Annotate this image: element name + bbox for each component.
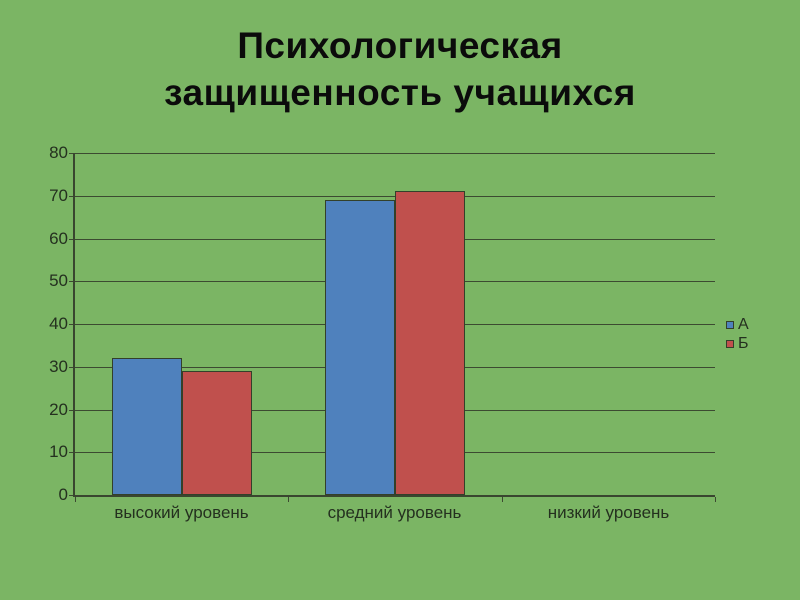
x-category-label: средний уровень <box>327 503 462 522</box>
title-line-1: Психологическая <box>237 25 563 66</box>
legend-item-А: А <box>726 315 749 334</box>
y-tick-label: 0 <box>58 485 68 504</box>
x-tick-mark <box>715 497 716 502</box>
bar-А-1 <box>112 358 182 495</box>
legend-swatch-icon <box>726 320 734 329</box>
y-tick-mark <box>69 196 75 197</box>
legend-item-Б: Б <box>726 334 749 353</box>
legend-label: А <box>738 315 749 333</box>
y-tick-mark <box>69 281 75 282</box>
y-tick-mark <box>69 324 75 325</box>
y-tick-label: 10 <box>49 442 68 461</box>
y-tick-mark <box>69 495 75 496</box>
y-tick-label: 80 <box>49 143 68 162</box>
y-tick-label: 50 <box>49 271 68 290</box>
x-tick-mark <box>75 497 76 502</box>
bar-Б-2 <box>395 191 465 495</box>
slide-title: Психологическая защищенность учащихся <box>0 22 800 116</box>
y-tick-mark <box>69 239 75 240</box>
y-tick-mark <box>69 367 75 368</box>
x-category-label: низкий уровень <box>547 503 670 522</box>
bar-Б-1 <box>182 371 252 495</box>
bar-А-2 <box>325 200 395 495</box>
legend-swatch-icon <box>726 339 734 348</box>
gridline-y80 <box>75 153 715 154</box>
x-tick-mark <box>288 497 289 502</box>
y-axis-line <box>73 153 75 497</box>
y-tick-mark <box>69 153 75 154</box>
y-tick-mark <box>69 410 75 411</box>
legend-label: Б <box>738 334 749 352</box>
x-axis-line <box>73 495 715 497</box>
y-tick-mark <box>69 452 75 453</box>
y-tick-label: 70 <box>49 186 68 205</box>
title-line-2: защищенность учащихся <box>164 72 636 113</box>
y-tick-label: 60 <box>49 229 68 248</box>
y-tick-label: 30 <box>49 357 68 376</box>
y-tick-label: 20 <box>49 400 68 419</box>
x-tick-mark <box>502 497 503 502</box>
x-category-label: высокий уровень <box>114 503 249 522</box>
y-tick-label: 40 <box>49 314 68 333</box>
